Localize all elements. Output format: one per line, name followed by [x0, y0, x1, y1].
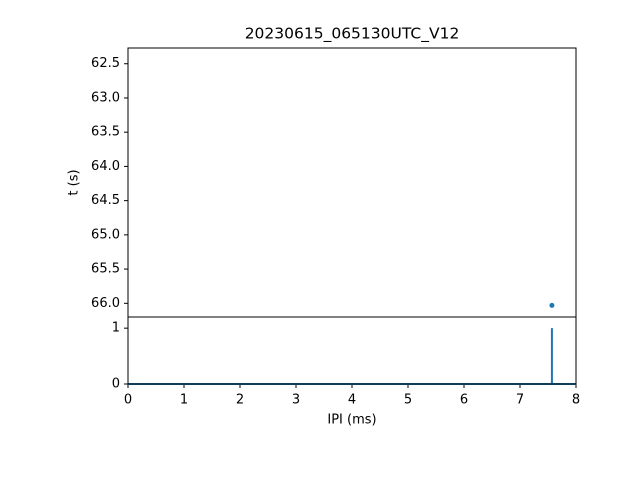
x-tick-label: 2 [236, 393, 244, 408]
x-tick-label: 0 [124, 393, 132, 408]
x-axis-label: IPI (ms) [327, 413, 376, 428]
x-tick-label: 6 [460, 393, 468, 408]
y-tick-label: 64.5 [91, 193, 120, 208]
y-tick-label: 62.5 [91, 56, 120, 71]
point [549, 302, 555, 308]
y-tick-label: 0 [112, 377, 120, 392]
y-tick-label: 1 [112, 321, 120, 336]
y-tick-label: 66.0 [91, 296, 120, 311]
y-tick-label: 63.0 [91, 90, 120, 105]
x-tick-label: 7 [516, 393, 524, 408]
chart-title: 20230615_065130UTC_V12 [245, 25, 460, 44]
y-tick-label: 63.5 [91, 125, 120, 140]
x-tick-label: 4 [348, 393, 356, 408]
y-tick-label: 65.0 [91, 227, 120, 242]
x-tick-label: 5 [404, 393, 412, 408]
y-tick-label: 65.5 [91, 262, 120, 277]
y-tick-label: 64.0 [91, 159, 120, 174]
x-tick-label: 8 [572, 393, 580, 408]
x-tick-label: 3 [292, 393, 300, 408]
x-tick-label: 1 [180, 393, 188, 408]
y-axis-label: t (s) [67, 169, 82, 195]
axes-frame [127, 316, 577, 385]
